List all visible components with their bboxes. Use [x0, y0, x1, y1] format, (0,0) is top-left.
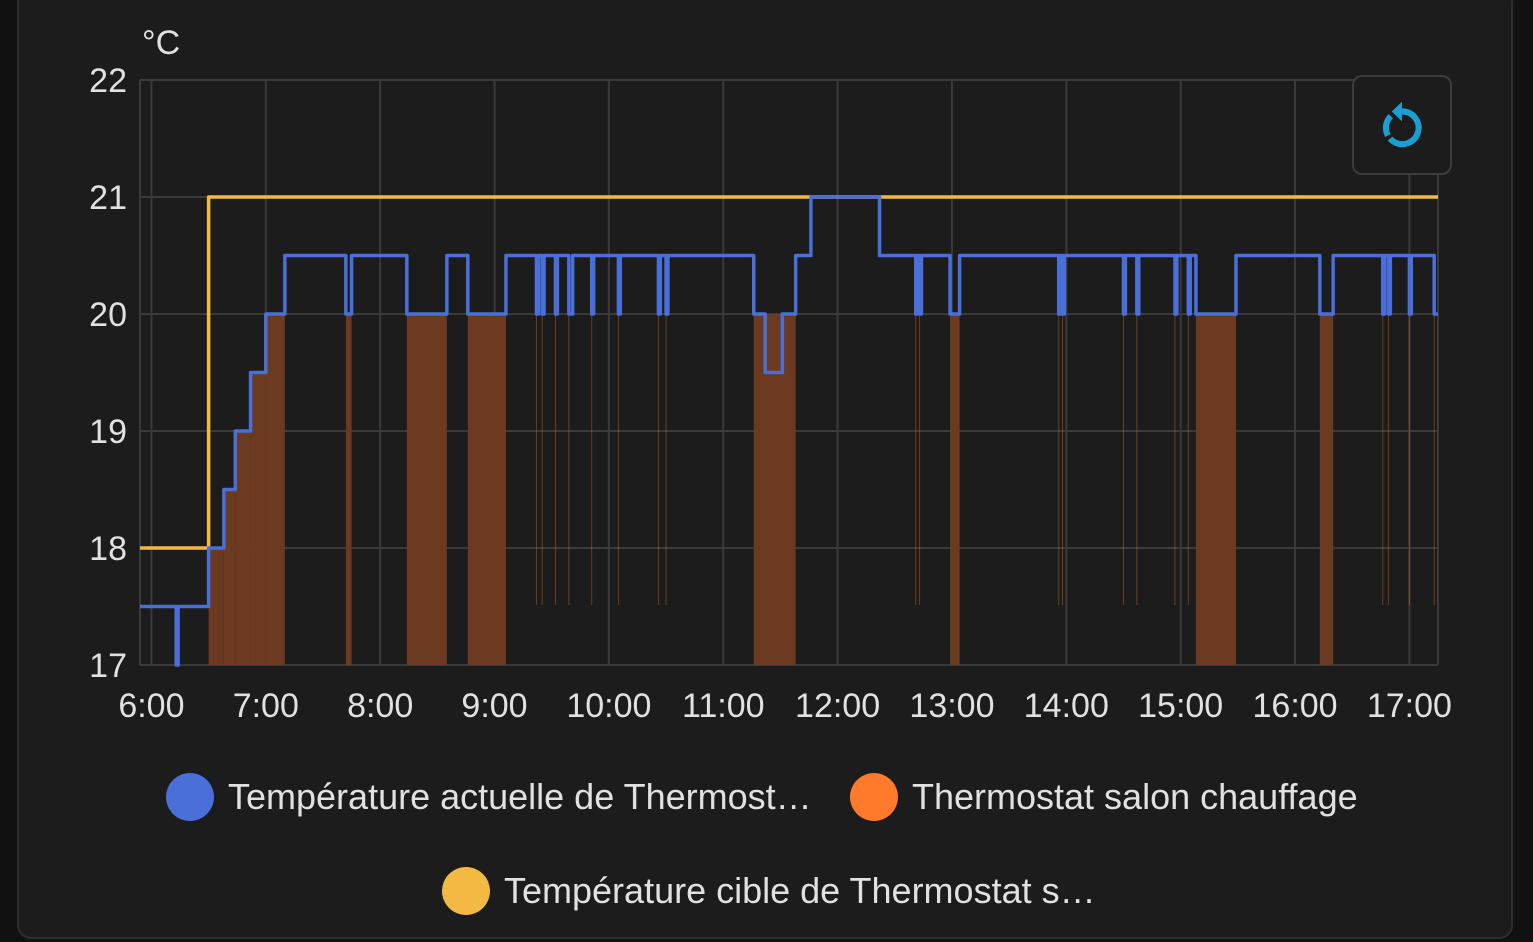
- x-tick-label: 10:00: [566, 687, 651, 725]
- heating-segment: [265, 314, 285, 665]
- series-lines: [140, 195, 1438, 667]
- y-tick-label: 19: [89, 413, 127, 451]
- heating-segment: [1319, 314, 1334, 665]
- x-tick-label: 13:00: [909, 687, 994, 725]
- x-tick-label: 16:00: [1253, 687, 1338, 725]
- legend-label: Température cible de Thermostat s…: [504, 870, 1096, 911]
- legend-item-target-temperature[interactable]: Température cible de Thermostat s…: [442, 867, 1096, 915]
- heating-segment: [406, 314, 447, 665]
- x-tick-label: 15:00: [1138, 687, 1223, 725]
- heating-segment: [467, 314, 506, 665]
- refresh-icon: [1382, 101, 1422, 148]
- x-tick-label: 6:00: [118, 687, 184, 725]
- y-tick-label: 20: [89, 296, 127, 334]
- heating-segment: [235, 431, 251, 665]
- y-tick-label: 21: [89, 179, 127, 217]
- heating-segment: [753, 314, 796, 665]
- legend-item-current-temperature[interactable]: Température actuelle de Thermost…: [166, 773, 812, 821]
- legend-swatch-yellow: [442, 867, 490, 915]
- heating-segment: [950, 314, 960, 665]
- heating-segment: [250, 372, 266, 665]
- x-tick-label: 14:00: [1024, 687, 1109, 725]
- y-axis-unit: °C: [142, 24, 180, 62]
- heating-segment: [1195, 314, 1236, 665]
- legend-swatch-blue: [166, 773, 214, 821]
- legend-swatch-orange: [850, 773, 898, 821]
- x-tick-label: 9:00: [461, 687, 527, 725]
- heating-segment: [208, 548, 224, 665]
- series-line-0: [140, 195, 1438, 667]
- legend-item-heating[interactable]: Thermostat salon chauffage: [850, 773, 1358, 821]
- x-tick-label: 11:00: [682, 687, 765, 725]
- x-tick-label: 12:00: [795, 687, 880, 725]
- heating-segment: [345, 314, 352, 665]
- heating-fills: [208, 314, 1435, 665]
- refresh-button[interactable]: [1352, 75, 1452, 175]
- x-tick-label: 17:00: [1367, 687, 1452, 725]
- tick-labels: 17 18 19 20 21 22 6:00 7:00 8:00 9:00 10:00 11:00 12…: [89, 62, 1452, 725]
- y-tick-label: 17: [89, 647, 127, 685]
- x-tick-label: 7:00: [233, 687, 299, 725]
- y-tick-label: 22: [89, 62, 127, 100]
- y-tick-label: 18: [89, 530, 127, 568]
- heating-segment: [223, 489, 236, 665]
- x-tick-label: 8:00: [347, 687, 413, 725]
- legend-label: Thermostat salon chauffage: [912, 776, 1358, 817]
- legend-label: Température actuelle de Thermost…: [228, 776, 812, 817]
